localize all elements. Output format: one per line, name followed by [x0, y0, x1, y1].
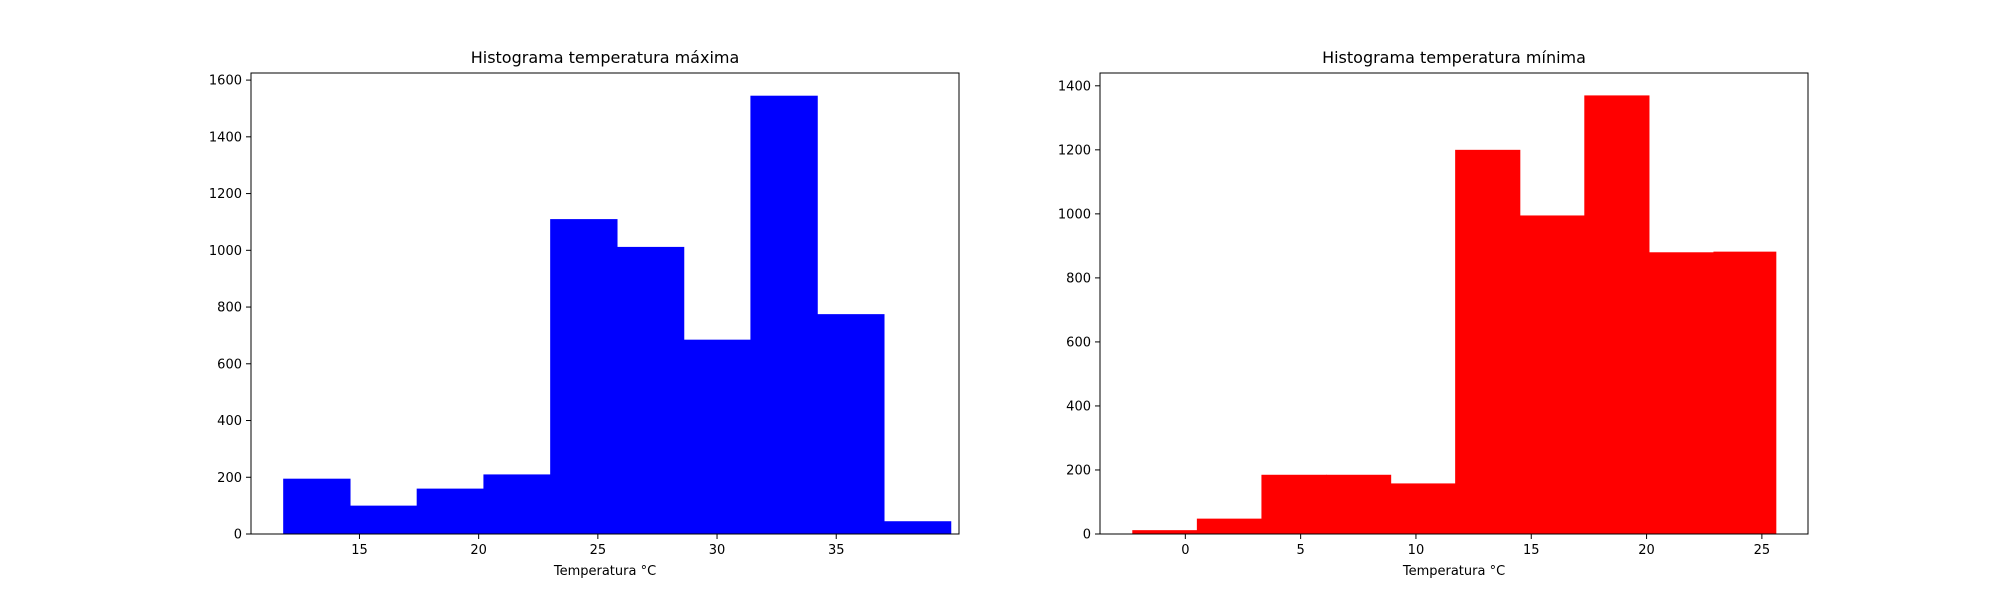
y-tick-label: 400	[1066, 399, 1091, 414]
histogram-bar	[1584, 95, 1650, 534]
plot-frame	[250, 72, 960, 535]
y-tick-label: 0	[234, 528, 242, 543]
x-tick-label: 30	[709, 543, 726, 558]
histogram-bar	[550, 219, 618, 534]
histogram-bar	[1455, 149, 1521, 534]
y-tick-label: 1400	[209, 130, 242, 145]
y-tick-label: 0	[1083, 528, 1091, 543]
histogram-min-temperature: Histograma temperatura mínima 0 5 10 15 20 25…	[1058, 48, 1809, 579]
x-tick-label: 15	[351, 543, 368, 558]
histogram-bar	[483, 474, 551, 534]
x-axis-ticks: 0 5 10 15 20 25	[1181, 534, 1770, 558]
y-tick-label: 1000	[1058, 207, 1091, 222]
x-tick-label: 20	[470, 543, 487, 558]
chart-title: Histograma temperatura máxima	[471, 48, 740, 67]
y-tick-label: 200	[1066, 463, 1091, 478]
x-tick-label: 10	[1408, 543, 1425, 558]
histogram-bar	[416, 488, 485, 534]
histogram-bar	[616, 246, 685, 534]
y-tick-label: 600	[217, 357, 242, 372]
y-tick-label: 1200	[209, 187, 242, 202]
x-axis-ticks: 15 20 25 30 35	[351, 534, 845, 558]
histogram-bar	[1196, 518, 1263, 534]
y-tick-label: 600	[1066, 335, 1091, 350]
x-tick-label: 15	[1523, 543, 1540, 558]
x-axis-label: Temperatura °C	[1402, 564, 1505, 579]
histogram-bar	[1132, 530, 1198, 534]
histogram-bar	[1648, 252, 1715, 534]
histogram-bar	[683, 339, 752, 534]
y-axis-ticks: 0 200 400 600 800 1000 1200 1400 1600	[209, 74, 251, 543]
y-tick-label: 400	[217, 414, 242, 429]
chart-title: Histograma temperatura mínima	[1322, 48, 1586, 67]
bars	[1132, 95, 1777, 534]
x-tick-label: 35	[828, 543, 845, 558]
x-axis-label: Temperatura °C	[553, 564, 656, 579]
histogram-bar	[349, 505, 418, 534]
y-tick-label: 1400	[1058, 79, 1091, 94]
histogram-bar	[750, 95, 818, 534]
y-tick-label: 800	[217, 301, 242, 316]
histogram-bar	[817, 314, 885, 534]
y-tick-label: 200	[217, 471, 242, 486]
histogram-bar	[1519, 215, 1585, 534]
x-tick-label: 0	[1181, 543, 1189, 558]
histogram-bar	[283, 478, 351, 534]
y-tick-label: 1000	[209, 244, 242, 259]
histogram-bar	[883, 521, 952, 534]
y-tick-label: 800	[1066, 271, 1091, 286]
histogram-bar	[1326, 474, 1392, 534]
x-tick-label: 20	[1638, 543, 1655, 558]
histogram-bar	[1390, 483, 1456, 534]
histogram-bar	[1261, 474, 1327, 534]
x-tick-label: 25	[590, 543, 607, 558]
x-tick-label: 25	[1754, 543, 1771, 558]
y-tick-label: 1200	[1058, 143, 1091, 158]
histogram-bar	[1713, 251, 1777, 534]
plot-frame	[1099, 72, 1809, 535]
y-tick-label: 1600	[209, 74, 242, 89]
histogram-max-temperature: Histograma temperatura máxima 15 20 25 30 35…	[209, 48, 960, 579]
x-tick-label: 5	[1296, 543, 1304, 558]
bars	[283, 95, 952, 534]
y-axis-ticks: 0 200 400 600 800 1000 1200 1400	[1058, 79, 1100, 543]
